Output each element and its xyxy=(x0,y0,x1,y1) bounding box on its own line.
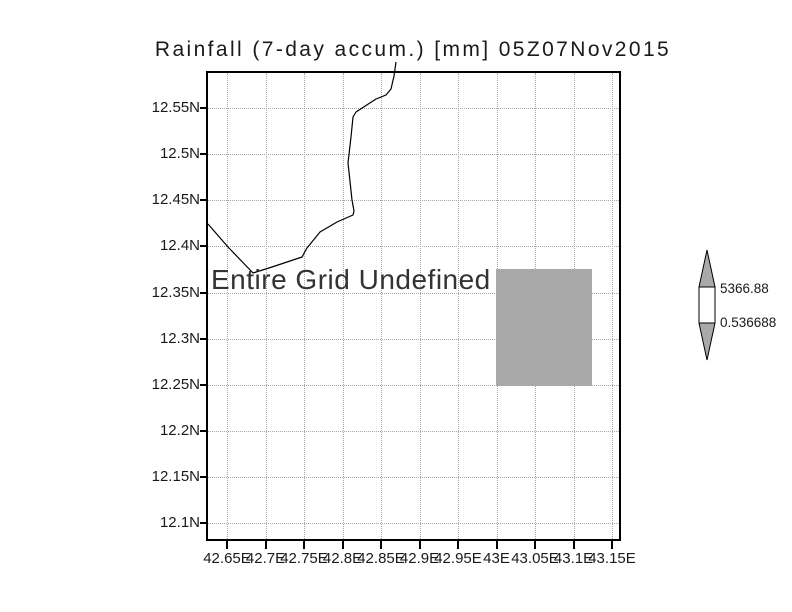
x-axis-tick xyxy=(572,541,575,549)
colorbar-top-arrow xyxy=(698,249,716,288)
horizontal-gridline xyxy=(208,200,619,201)
horizontal-gridline xyxy=(208,293,619,294)
vertical-gridline xyxy=(227,73,228,539)
vertical-gridline xyxy=(381,73,382,539)
horizontal-gridline xyxy=(208,154,619,155)
colorbar-max-label: 5366.88 xyxy=(720,281,769,296)
y-axis-tick xyxy=(200,292,208,294)
y-axis-tick xyxy=(200,476,208,478)
y-axis-tick xyxy=(200,107,208,109)
x-tick-label: 42.8E xyxy=(322,550,363,567)
y-axis-tick xyxy=(200,522,208,524)
x-tick-label: 42.85E xyxy=(357,550,405,567)
vertical-gridline xyxy=(458,73,459,539)
x-axis-tick xyxy=(418,541,421,549)
vertical-gridline xyxy=(304,73,305,539)
y-tick-label: 12.55N xyxy=(151,99,200,116)
vertical-gridline xyxy=(265,73,267,539)
colorbar-box xyxy=(698,286,716,324)
x-axis-tick xyxy=(380,541,382,549)
horizontal-gridline xyxy=(208,477,619,478)
vertical-gridline xyxy=(342,73,344,539)
y-tick-label: 12.4N xyxy=(159,237,200,254)
y-axis-tick xyxy=(200,384,208,386)
y-tick-label: 12.35N xyxy=(151,284,200,301)
x-tick-label: 42.95E xyxy=(434,550,482,567)
y-axis-tick xyxy=(200,338,208,340)
y-tick-label: 12.15N xyxy=(151,468,200,485)
y-tick-label: 12.25N xyxy=(151,376,200,393)
y-tick-label: 12.5N xyxy=(159,145,200,162)
x-axis-tick xyxy=(226,541,228,549)
horizontal-gridline xyxy=(208,385,619,386)
x-axis-tick xyxy=(457,541,459,549)
x-axis-tick xyxy=(495,541,498,549)
colorbar xyxy=(698,249,716,361)
coastline-path xyxy=(207,61,397,274)
undefined-data-region xyxy=(496,269,592,386)
y-axis-tick xyxy=(200,430,208,432)
y-axis-tick xyxy=(200,153,208,155)
y-tick-label: 12.45N xyxy=(151,191,200,208)
x-tick-label: 42.7E xyxy=(245,550,286,567)
x-axis-tick xyxy=(303,541,305,549)
vertical-gridline xyxy=(419,73,421,539)
colorbar-min-label: 0.536688 xyxy=(720,315,777,330)
horizontal-gridline xyxy=(208,108,619,109)
x-tick-label: 42.75E xyxy=(280,550,328,567)
x-tick-label: 42.65E xyxy=(203,550,251,567)
chart-title: Rainfall (7-day accum.) [mm] 05Z07Nov201… xyxy=(154,38,672,61)
horizontal-gridline xyxy=(208,339,619,340)
x-axis-tick xyxy=(264,541,267,549)
x-axis-tick xyxy=(611,541,613,549)
x-tick-label: 43.15E xyxy=(588,550,636,567)
horizontal-gridline xyxy=(208,431,619,432)
x-tick-label: 43.1E xyxy=(553,550,594,567)
horizontal-gridline xyxy=(208,523,619,524)
y-axis-tick xyxy=(200,199,208,201)
x-tick-label: 43.05E xyxy=(511,550,559,567)
x-axis-tick xyxy=(534,541,536,549)
y-tick-label: 12.1N xyxy=(159,514,200,531)
entire-grid-undefined-message: Entire Grid Undefined xyxy=(211,264,491,295)
coastline-map xyxy=(207,61,397,274)
x-tick-label: 42.9E xyxy=(399,550,440,567)
vertical-gridline xyxy=(612,73,613,539)
y-tick-label: 12.2N xyxy=(159,422,200,439)
y-axis-tick xyxy=(200,245,208,247)
x-axis-tick xyxy=(341,541,344,549)
horizontal-gridline xyxy=(208,246,619,247)
plot-area xyxy=(206,61,621,541)
y-tick-label: 12.3N xyxy=(159,330,200,347)
x-tick-label: 43E xyxy=(483,550,510,567)
colorbar-bottom-arrow xyxy=(698,322,716,361)
